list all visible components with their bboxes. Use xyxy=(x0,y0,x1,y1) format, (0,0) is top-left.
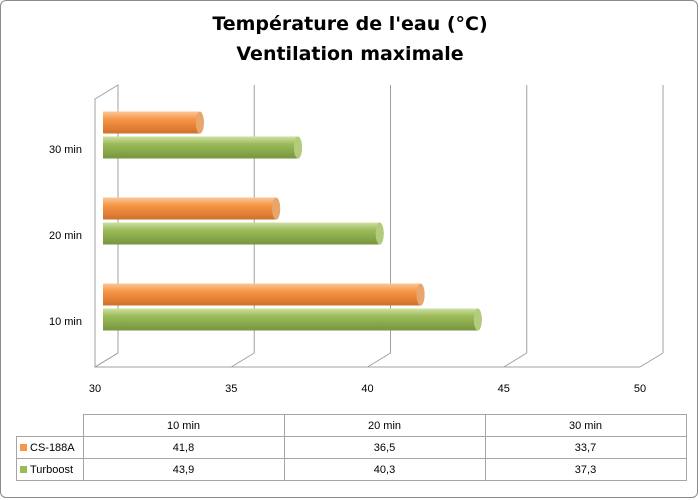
bar xyxy=(103,283,425,306)
bar xyxy=(103,308,482,331)
data-table-cell: 36,5 xyxy=(283,436,486,459)
legend-key-turboost xyxy=(20,466,27,474)
bar-cap xyxy=(293,136,302,159)
floor-gridline xyxy=(503,352,528,368)
bar xyxy=(103,111,204,134)
data-table-cell: 33,7 xyxy=(484,436,687,459)
series-name: CS-188A xyxy=(30,441,75,454)
bar-cap xyxy=(416,283,425,306)
data-table-cell: 40,3 xyxy=(283,458,486,481)
x-tick-label: 30 xyxy=(89,383,101,395)
data-table-col-header: 20 min xyxy=(283,414,486,437)
data-table-row: CS-188A 41,8 36,5 33,7 xyxy=(16,436,687,459)
y-tick-label: 10 min xyxy=(49,316,82,328)
bar-cap xyxy=(272,197,281,220)
legend-entry-cs188a: CS-188A xyxy=(16,436,84,459)
legend-entry-turboost: Turboost xyxy=(16,458,84,481)
chart-title: Température de l'eau (°C) xyxy=(212,13,488,35)
data-table-cell: 43,9 xyxy=(82,458,285,481)
x-tick-label: 45 xyxy=(498,383,510,395)
x-tick-label: 40 xyxy=(361,383,373,395)
bar xyxy=(103,222,384,245)
data-table-col-header: 10 min xyxy=(82,414,285,437)
floor-gridline xyxy=(639,352,664,368)
x-tick-label: 35 xyxy=(225,383,237,395)
data-table-row: Turboost 43,9 40,3 37,3 xyxy=(16,458,687,481)
data-table-header-row: 10 min 20 min 30 min xyxy=(16,414,687,437)
bar-cap xyxy=(473,308,482,331)
series-name: Turboost xyxy=(30,463,74,476)
legend-key-cs188a xyxy=(20,444,27,452)
floor-gridline xyxy=(230,352,255,368)
chart-subtitle: Ventilation maximale xyxy=(236,43,464,65)
data-table-cell: 37,3 xyxy=(484,458,687,481)
y-tick-label: 20 min xyxy=(49,230,82,242)
data-table-corner xyxy=(16,414,84,437)
floor-gridline xyxy=(94,352,119,368)
y-tick-label: 30 min xyxy=(49,144,82,156)
bar-cap xyxy=(375,222,384,245)
floor-gridline xyxy=(367,352,391,368)
bar xyxy=(103,197,281,220)
data-table-cell: 41,8 xyxy=(82,436,285,459)
bar-cap xyxy=(195,111,204,134)
x-tick-label: 50 xyxy=(634,383,646,395)
bar xyxy=(103,136,302,159)
data-table-col-header: 30 min xyxy=(484,414,687,437)
data-table: 10 min 20 min 30 min CS-188A 41,8 36,5 3… xyxy=(16,414,687,481)
